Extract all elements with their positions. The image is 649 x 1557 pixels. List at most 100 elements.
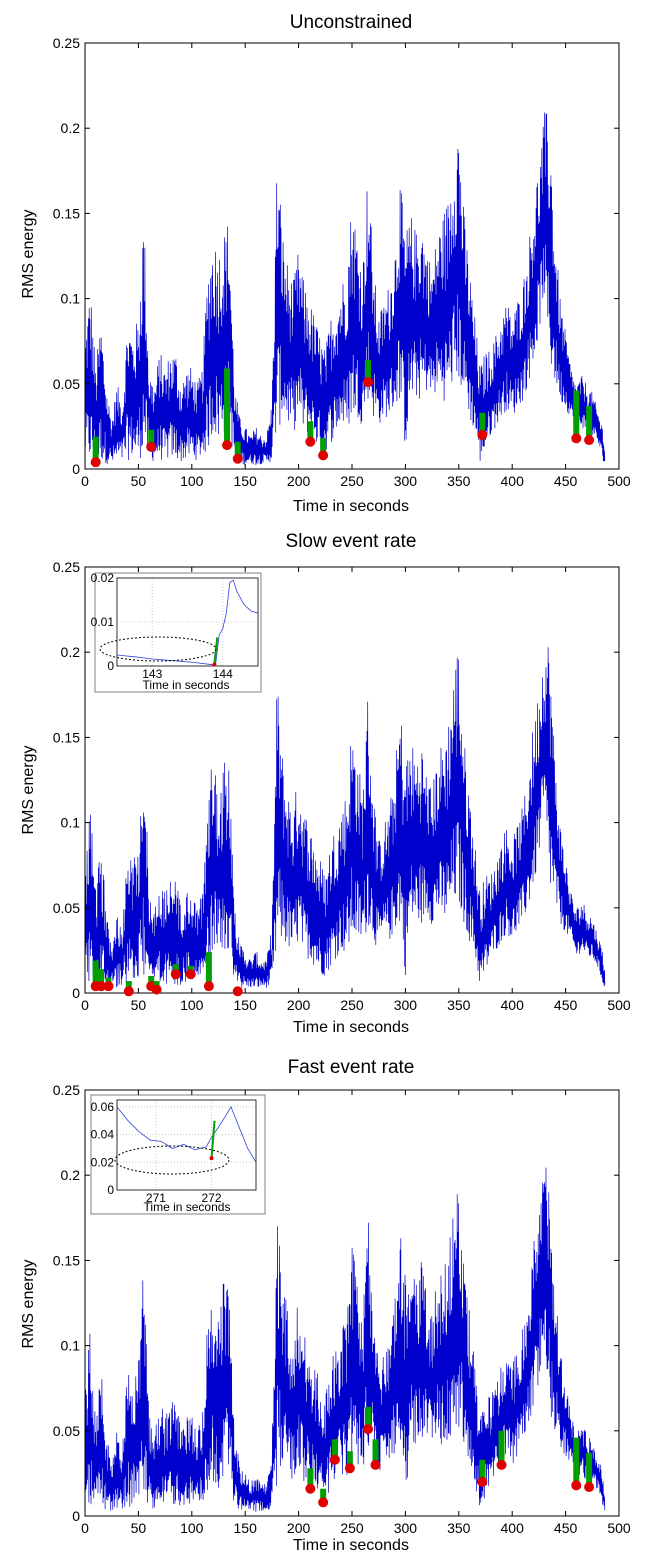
x-tick-label: 500 — [607, 473, 631, 489]
x-tick-label: 150 — [234, 473, 258, 489]
event-marker — [96, 981, 107, 992]
event-bar — [320, 1488, 327, 1503]
x-tick-label: 0 — [81, 997, 89, 1013]
event-marker — [571, 1480, 582, 1491]
event-marker — [305, 436, 316, 447]
event-bar — [92, 960, 99, 987]
event-marker — [305, 1483, 316, 1494]
y-axis-label: RMS energy — [20, 210, 37, 299]
event-marker — [203, 981, 214, 992]
event-bar — [498, 1430, 505, 1465]
event-bar — [148, 975, 155, 987]
x-axis-label: Time in seconds — [293, 1537, 409, 1554]
event-marker — [584, 1482, 595, 1493]
x-tick-label: 200 — [287, 997, 311, 1013]
y-tick-label: 0.05 — [53, 376, 80, 392]
inset-x-label: Time in seconds — [143, 678, 230, 692]
event-marker — [477, 1476, 488, 1487]
inset-signal-trace — [116, 1106, 257, 1163]
inset-axes-frame — [116, 577, 259, 667]
event-bar — [224, 368, 231, 446]
y-axis-label: RMS energy — [20, 746, 37, 835]
event-bar — [479, 1459, 486, 1482]
y-tick-label: 0 — [72, 985, 80, 1001]
x-tick-label: 500 — [607, 1520, 631, 1536]
x-tick-label: 100 — [180, 473, 204, 489]
y-tick-label: 0.25 — [53, 1082, 80, 1098]
x-tick-label: 100 — [180, 1520, 204, 1536]
event-bar — [307, 1468, 314, 1489]
panel-title: Unconstrained — [290, 12, 413, 33]
x-tick-label: 300 — [394, 997, 418, 1013]
inset-y-tick-label: 0.01 — [91, 615, 115, 629]
panel-unconstrained: Unconstrained RMS energy Time in seconds… — [20, 12, 631, 515]
y-tick-label: 0.1 — [61, 1338, 81, 1354]
x-tick-label: 100 — [180, 997, 204, 1013]
event-marker — [318, 450, 329, 461]
event-marker — [496, 1459, 507, 1470]
y-tick-label: 0.25 — [53, 35, 80, 51]
x-tick-label: 500 — [607, 997, 631, 1013]
inset-y-tick-label: 0 — [107, 1183, 114, 1197]
inset-event-bar — [213, 637, 219, 665]
x-tick-label: 350 — [447, 473, 471, 489]
x-tick-label: 250 — [340, 1520, 364, 1536]
inset-axes-frame — [116, 1099, 257, 1191]
event-marker — [90, 457, 101, 468]
event-bar — [573, 1437, 580, 1486]
inset-highlight-ellipse — [99, 636, 217, 662]
inset-highlight-ellipse — [114, 1145, 230, 1175]
event-bar — [205, 952, 212, 987]
event-bar — [372, 1439, 379, 1465]
x-tick-label: 350 — [447, 997, 471, 1013]
x-tick-label: 150 — [234, 997, 258, 1013]
x-tick-label: 150 — [234, 1520, 258, 1536]
x-tick-label: 50 — [131, 1520, 147, 1536]
inset-signal-trace — [116, 579, 259, 666]
event-marker — [344, 1463, 355, 1474]
event-marker — [123, 986, 134, 997]
x-tick-label: 250 — [340, 997, 364, 1013]
event-bar — [331, 1439, 338, 1460]
y-tick-label: 0.05 — [53, 900, 80, 916]
inset-x-tick-label: 272 — [202, 1191, 222, 1205]
event-marker — [170, 969, 181, 980]
event-bar — [365, 1406, 372, 1430]
x-tick-label: 0 — [81, 473, 89, 489]
event-bar — [586, 405, 593, 441]
event-marker — [370, 1459, 381, 1470]
panel-fast-event-rate: Fast event rate RMS energy Time in secon… — [20, 1057, 631, 1554]
x-axis-label: Time in seconds — [293, 1019, 409, 1036]
inset-frame — [94, 572, 262, 693]
event-marker — [146, 441, 157, 452]
event-marker — [571, 433, 582, 444]
x-tick-label: 350 — [447, 1520, 471, 1536]
y-tick-label: 0.15 — [53, 729, 80, 745]
x-tick-label: 400 — [501, 1520, 525, 1536]
x-tick-label: 200 — [287, 1520, 311, 1536]
event-marker — [318, 1497, 329, 1508]
event-marker — [232, 453, 243, 464]
x-tick-label: 300 — [394, 473, 418, 489]
x-tick-label: 0 — [81, 1520, 89, 1536]
x-tick-label: 400 — [501, 473, 525, 489]
x-tick-label: 450 — [554, 997, 578, 1013]
event-bar — [479, 412, 486, 435]
x-tick-label: 250 — [340, 473, 364, 489]
event-bar — [586, 1452, 593, 1488]
event-marker — [329, 1454, 340, 1465]
event-bar — [172, 964, 179, 975]
event-marker — [477, 429, 488, 440]
inset-y-tick-label: 0.02 — [91, 571, 115, 585]
y-tick-label: 0.2 — [61, 644, 81, 660]
event-marker — [363, 1424, 374, 1435]
event-marker — [584, 435, 595, 446]
event-marker — [222, 440, 233, 451]
event-bar — [573, 390, 580, 439]
x-tick-label: 50 — [131, 473, 147, 489]
y-tick-label: 0.25 — [53, 559, 80, 575]
inset-y-tick-label: 0.06 — [91, 1100, 115, 1114]
x-tick-label: 400 — [501, 997, 525, 1013]
event-marker — [185, 969, 196, 980]
